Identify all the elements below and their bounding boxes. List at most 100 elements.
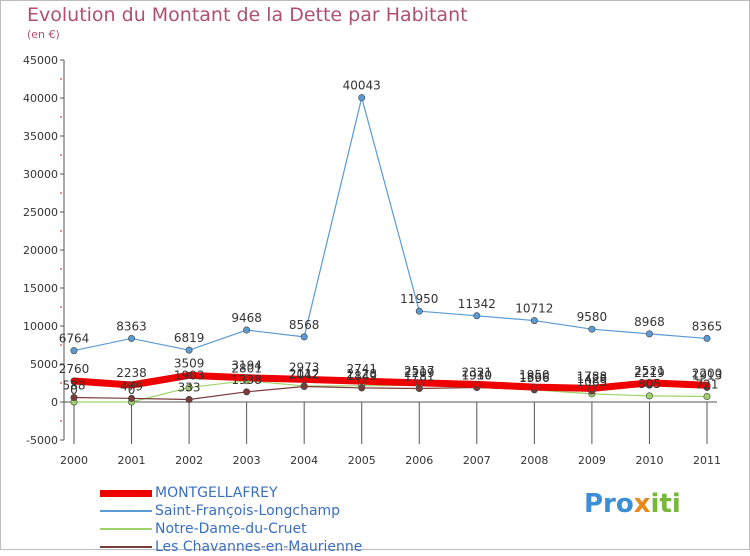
data-label-2: 2042 (289, 367, 320, 381)
y-tick-label: 20000 (23, 244, 58, 257)
data-label-1: 2128 (346, 367, 377, 381)
data-label-1: 805 (638, 377, 661, 391)
series-point-1 (703, 393, 711, 401)
y-tick-label: 45000 (23, 54, 58, 67)
series-point-2 (243, 388, 251, 396)
data-label-3: 2760 (59, 362, 90, 376)
data-label-1: 0 (70, 383, 78, 397)
series-point-3 (703, 381, 711, 389)
y-tick-label: 30000 (23, 168, 58, 181)
legend-swatch (100, 490, 152, 497)
series-point-0 (358, 94, 366, 102)
data-label-3: 3194 (231, 359, 262, 373)
series-point-0 (185, 346, 193, 354)
data-label-3: 2200 (692, 366, 723, 380)
data-label-0: 9468 (231, 311, 262, 325)
data-label-0: 11950 (400, 292, 438, 306)
data-label-2: 1666 (519, 370, 550, 384)
data-label-1: 721 (696, 378, 719, 392)
legend-label: Les Chavannes-en-Maurienne (155, 539, 363, 555)
data-label-2: 1781 (404, 369, 435, 383)
x-tick-label: 2007 (463, 454, 491, 467)
data-label-3: 2321 (462, 365, 493, 379)
x-tick-label: 2001 (118, 454, 146, 467)
series-point-1 (185, 384, 193, 392)
data-label-3: 2521 (634, 364, 665, 378)
series-point-0 (703, 334, 711, 342)
data-label-3: 2973 (289, 360, 320, 374)
series-point-0 (530, 317, 538, 325)
series-point-3 (185, 371, 193, 379)
data-label-3: 2238 (116, 366, 147, 380)
series-point-0 (415, 307, 423, 315)
series-point-1 (645, 392, 653, 400)
x-tick-label: 2011 (693, 454, 721, 467)
data-label-2: 1849 (346, 369, 377, 383)
y-tick-label: 0 (51, 396, 58, 409)
series-line-0 (73, 97, 708, 352)
series-point-2 (128, 394, 136, 402)
data-label-0: 40043 (343, 79, 381, 93)
data-label-1: 0 (128, 383, 136, 397)
x-tick-label: 2002 (175, 454, 203, 467)
data-label-2: 1913 (692, 368, 723, 382)
data-label-3: 1788 (577, 369, 608, 383)
y-tick-label: 25000 (23, 206, 58, 219)
x-tick-label: 2003 (233, 454, 261, 467)
data-label-0: 6764 (59, 332, 90, 346)
data-label-2: 588 (63, 379, 86, 393)
x-tick-label: 2000 (60, 454, 88, 467)
y-tick-label: 40000 (23, 92, 58, 105)
series-point-0 (243, 326, 251, 334)
legend-swatch (100, 510, 152, 512)
series-point-0 (645, 330, 653, 338)
series-point-0 (473, 312, 481, 320)
x-tick-label: 2005 (348, 454, 376, 467)
data-label-2: 1910 (462, 368, 493, 382)
chart-title: Evolution du Montant de la Dette par Hab… (27, 4, 468, 26)
x-tick-label: 2009 (578, 454, 606, 467)
series-point-3 (243, 374, 251, 382)
legend-swatch (100, 546, 152, 548)
y-tick-label: -5000 (26, 434, 58, 447)
y-tick-label: 15000 (23, 282, 58, 295)
data-label-3: 3509 (174, 356, 205, 370)
series-point-3 (358, 377, 366, 385)
chart-subtitle: (en €) (27, 28, 60, 41)
legend-item: MONTGELLAFREY (100, 484, 420, 502)
series-point-2 (358, 384, 366, 392)
series-point-0 (300, 333, 308, 341)
x-tick-label: 2008 (520, 454, 548, 467)
series-point-3 (588, 384, 596, 392)
series-point-2 (300, 382, 308, 390)
series-point-3 (300, 375, 308, 383)
data-label-2: 479 (120, 379, 143, 393)
legend-label: Notre-Dame-du-Cruet (155, 521, 307, 537)
data-label-0: 11342 (458, 297, 496, 311)
x-tick-label: 2004 (290, 454, 318, 467)
series-point-3 (415, 379, 423, 387)
x-tick-label: 2010 (635, 454, 663, 467)
data-label-2: 333 (178, 380, 201, 394)
series-point-3 (70, 377, 78, 385)
series-point-0 (70, 347, 78, 355)
data-label-3: 1950 (519, 368, 550, 382)
data-label-3: 2517 (404, 364, 435, 378)
series-point-3 (530, 383, 538, 391)
legend-swatch (100, 528, 152, 530)
y-tick-label: 35000 (23, 130, 58, 143)
series-point-0 (128, 334, 136, 342)
data-label-1: 2112 (289, 367, 320, 381)
legend-label: Saint-François-Longchamp (155, 503, 341, 519)
data-label-1: 1930 (462, 368, 493, 382)
series-point-0 (588, 325, 596, 333)
y-tick-label: 10000 (23, 320, 58, 333)
data-label-0: 10712 (515, 302, 553, 316)
proxiti-logo: Proxiti (584, 489, 681, 519)
series-line-3 (73, 371, 708, 392)
data-label-2: 1338 (231, 373, 262, 387)
series-point-3 (128, 381, 136, 389)
series-point-3 (473, 380, 481, 388)
